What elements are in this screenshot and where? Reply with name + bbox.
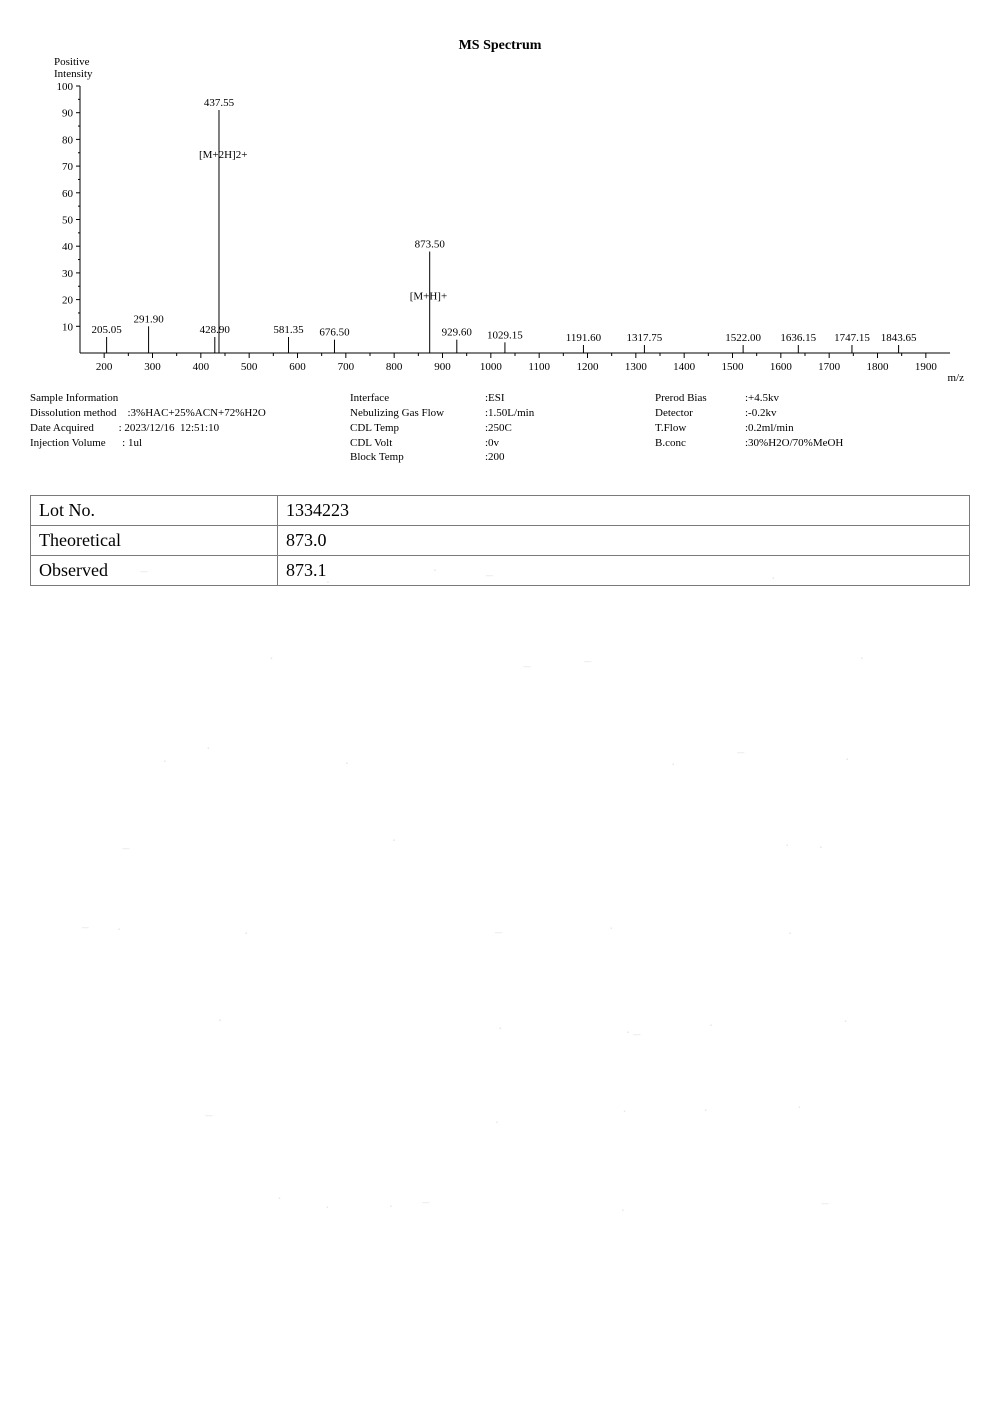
svg-text:581.35: 581.35 (273, 324, 304, 336)
svg-text:929.60: 929.60 (442, 327, 473, 339)
svg-text:800: 800 (386, 361, 403, 373)
yaxis-header: Positive Intensity (54, 56, 970, 80)
svg-text:1400: 1400 (673, 361, 696, 373)
svg-text:1191.60: 1191.60 (566, 332, 602, 344)
svg-text:500: 500 (241, 361, 258, 373)
svg-text:20: 20 (62, 295, 74, 307)
svg-text:1029.15: 1029.15 (487, 329, 523, 341)
svg-text:1317.75: 1317.75 (627, 332, 663, 344)
svg-text:1300: 1300 (625, 361, 648, 373)
svg-text:700: 700 (338, 361, 355, 373)
svg-text:m/z: m/z (948, 372, 965, 384)
svg-text:80: 80 (62, 134, 74, 146)
sample-info-block: Sample Information Dissolution method :3… (30, 391, 970, 465)
svg-text:10: 10 (62, 321, 74, 333)
svg-text:1800: 1800 (867, 361, 890, 373)
svg-text:300: 300 (144, 361, 161, 373)
table-cell: 873.0 (278, 526, 970, 556)
svg-text:873.50: 873.50 (415, 239, 446, 251)
svg-text:40: 40 (62, 241, 74, 253)
svg-text:1500: 1500 (722, 361, 745, 373)
svg-text:1100: 1100 (528, 361, 550, 373)
svg-text:428.90: 428.90 (200, 324, 231, 336)
svg-text:90: 90 (62, 108, 74, 120)
svg-text:676.50: 676.50 (319, 327, 350, 339)
svg-text:[M+H]+: [M+H]+ (410, 291, 447, 303)
svg-text:400: 400 (193, 361, 210, 373)
svg-text:1843.65: 1843.65 (881, 332, 917, 344)
svg-text:1600: 1600 (770, 361, 793, 373)
page-title: MS Spectrum (30, 38, 970, 54)
svg-text:200: 200 (96, 361, 113, 373)
svg-text:1000: 1000 (480, 361, 503, 373)
svg-text:[M+2H]2+: [M+2H]2+ (199, 149, 247, 161)
svg-text:437.55: 437.55 (204, 97, 235, 109)
svg-text:1900: 1900 (915, 361, 938, 373)
svg-text:205.05: 205.05 (91, 324, 122, 336)
ms-spectrum-chart: 10 20 30 40 50 60 70 80 90 100 200 300 400 500 600 700 8… (30, 80, 970, 385)
svg-text:1700: 1700 (818, 361, 841, 373)
scan-artifacts: ·–··––··–··–····–··–····–····–····–···–·… (30, 560, 970, 1280)
svg-text:1636.15: 1636.15 (780, 332, 816, 344)
table-cell: 1334223 (278, 496, 970, 526)
table-cell: Theoretical (31, 526, 278, 556)
svg-text:1200: 1200 (577, 361, 600, 373)
svg-text:100: 100 (57, 81, 74, 93)
svg-text:30: 30 (62, 268, 74, 280)
svg-text:900: 900 (434, 361, 451, 373)
svg-text:60: 60 (62, 188, 74, 200)
svg-text:1747.15: 1747.15 (834, 332, 870, 344)
svg-text:70: 70 (62, 161, 74, 173)
svg-text:600: 600 (289, 361, 306, 373)
svg-text:1522.00: 1522.00 (725, 332, 761, 344)
svg-text:50: 50 (62, 215, 74, 227)
svg-text:291.90: 291.90 (133, 313, 164, 325)
table-cell: Lot No. (31, 496, 278, 526)
